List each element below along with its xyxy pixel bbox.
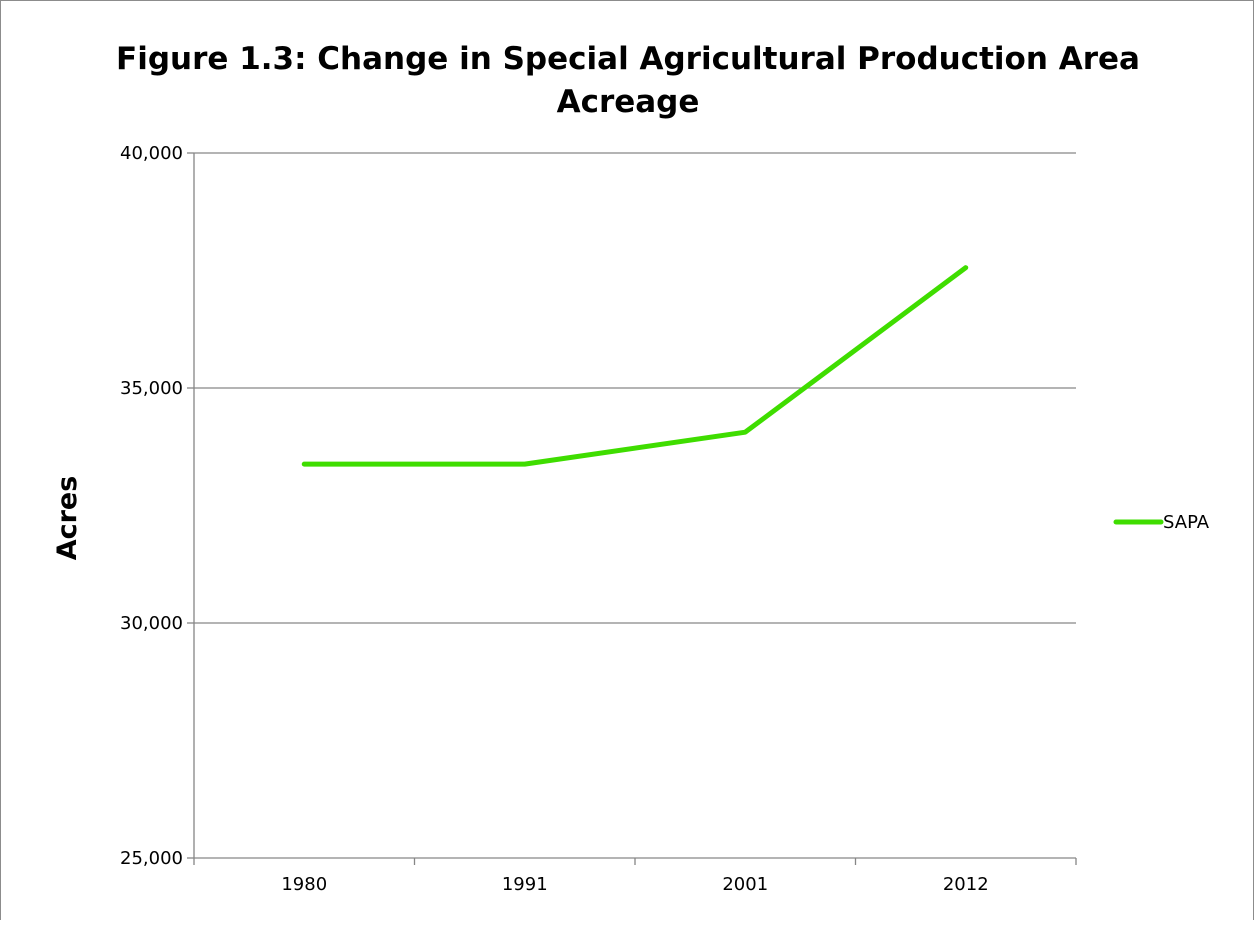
- gridlines: [194, 152, 1076, 624]
- data-point: [965, 267, 967, 269]
- data-point: [524, 463, 526, 465]
- legend: SAPA: [1113, 512, 1210, 533]
- data-point: [303, 463, 305, 465]
- y-tick-label: 30,000: [120, 613, 183, 634]
- chart-title-line-2: Acreage: [557, 84, 700, 120]
- y-axis-label: Acres: [52, 476, 83, 561]
- chart-title-line-1: Figure 1.3: Change in Special Agricultur…: [116, 41, 1140, 77]
- x-tick-label: 1980: [281, 874, 327, 895]
- data-point: [744, 431, 746, 433]
- y-tick-labels: 25,000 30,000 35,000 40,000: [120, 143, 183, 869]
- y-tick-label: 40,000: [120, 143, 183, 164]
- y-tick-label: 25,000: [120, 848, 183, 869]
- legend-label: SAPA: [1163, 512, 1210, 533]
- series-lines: [301, 265, 969, 467]
- series-line-0: [301, 265, 969, 467]
- x-tick-labels: 1980 1991 2001 2012: [281, 874, 988, 895]
- x-tick-label: 2012: [943, 874, 989, 895]
- y-tick-label: 35,000: [120, 378, 183, 399]
- axes: [187, 152, 1077, 865]
- x-tick-label: 1991: [502, 874, 548, 895]
- x-tick-label: 2001: [722, 874, 768, 895]
